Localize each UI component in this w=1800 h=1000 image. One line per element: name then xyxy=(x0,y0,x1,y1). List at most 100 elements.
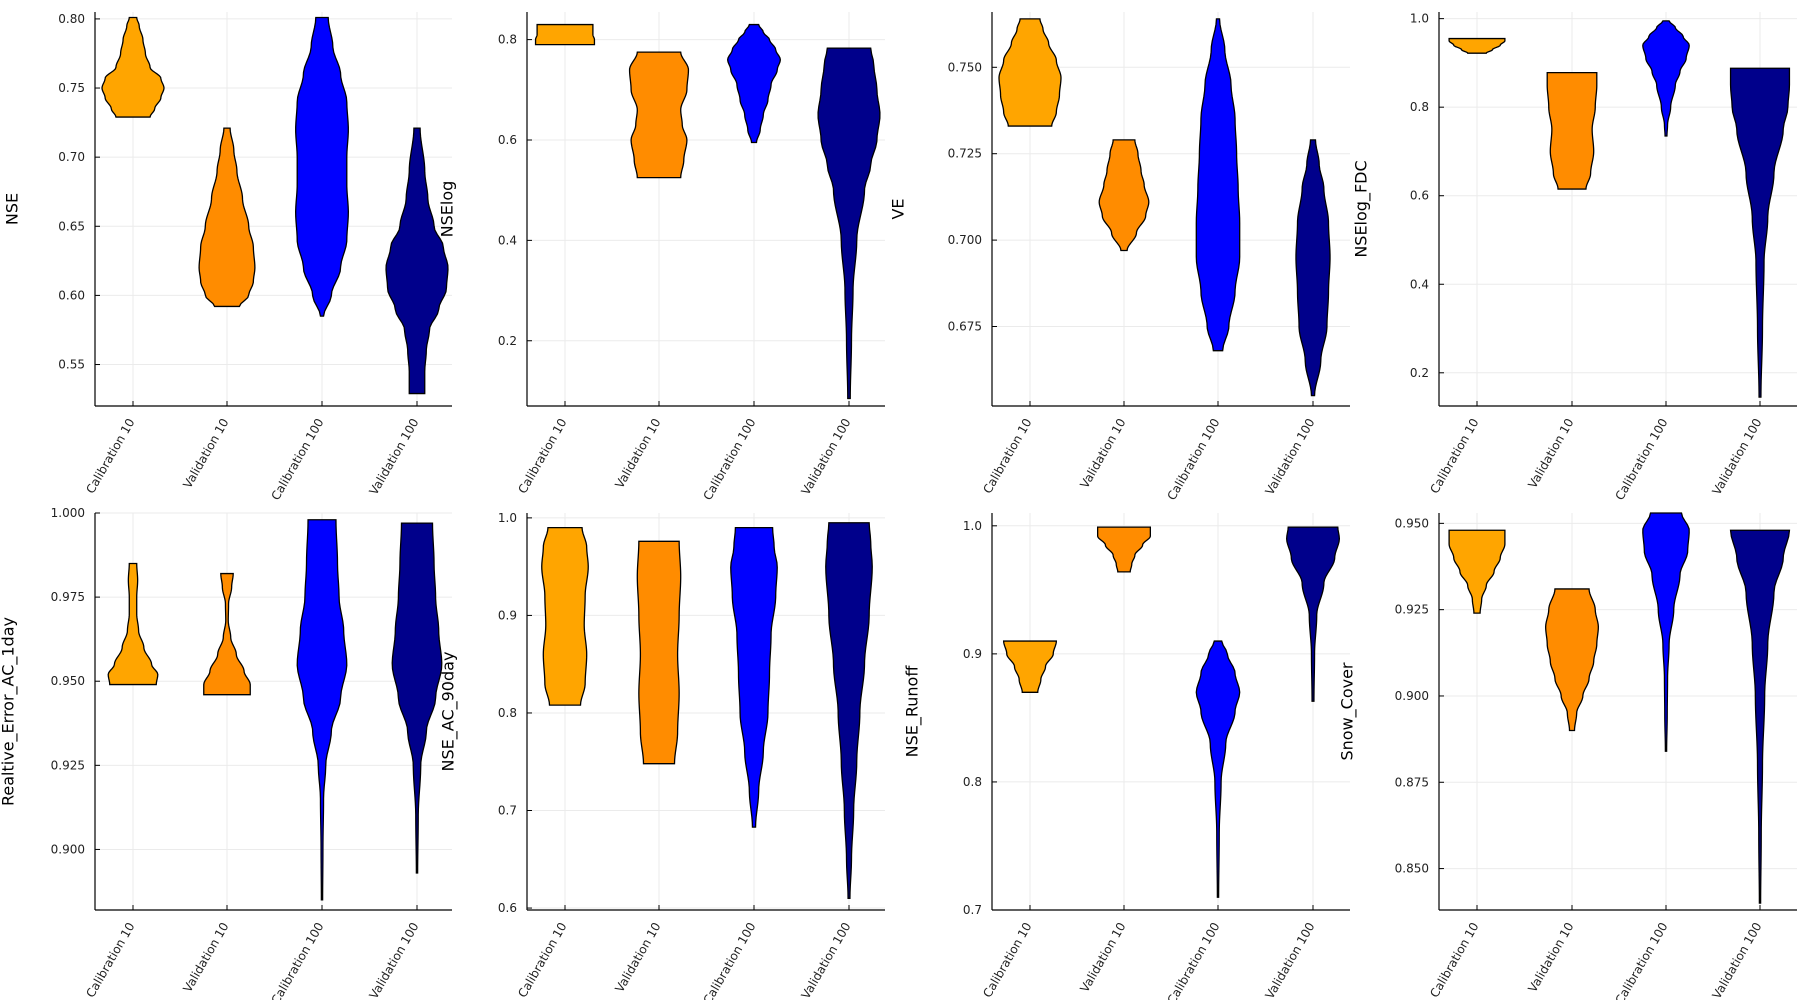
x-tick-label: Calibration 10 xyxy=(83,920,137,1000)
y-tick-label: 0.950 xyxy=(51,674,85,688)
violin-calibration-100 xyxy=(726,23,782,144)
y-tick-label: 0.8 xyxy=(963,775,982,789)
violin-validation-10 xyxy=(628,51,690,179)
y-axis-label: VE xyxy=(889,198,908,219)
x-tick-label: Validation 10 xyxy=(180,416,231,491)
y-tick-label: 0.75 xyxy=(58,81,85,95)
violin-validation-100 xyxy=(825,522,873,899)
y-tick-label: 0.55 xyxy=(58,358,85,372)
y-tick-label: 1.0 xyxy=(1410,12,1429,26)
panel-1: 0.55 0.60 0.65 0.70 0.75 0.80 Calibration 10 Va… xyxy=(3,12,452,503)
y-tick-label: 0.9 xyxy=(963,647,982,661)
violin-validation-10 xyxy=(198,127,256,308)
violin-calibration-10 xyxy=(1448,37,1506,54)
y-tick-label: 0.9 xyxy=(498,608,517,622)
x-tick-label: Validation 100 xyxy=(1709,416,1764,497)
violin-validation-10 xyxy=(1544,588,1600,732)
y-tick-label: 0.850 xyxy=(1395,862,1429,876)
violin-validation-10 xyxy=(636,540,682,765)
y-tick-label: 0.70 xyxy=(58,150,85,164)
x-tick-label: Validation 10 xyxy=(1525,920,1576,995)
x-tick-label: Calibration 100 xyxy=(268,920,326,1000)
y-tick-label: 0.4 xyxy=(498,233,517,247)
y-axis-label: Realtive_Error_AC_1day xyxy=(0,617,19,806)
panel-8: 0.850 0.875 0.900 0.925 0.950 Calibration 10 V… xyxy=(1338,512,1797,1000)
y-tick-label: 1.0 xyxy=(963,519,982,533)
violin-calibration-10 xyxy=(1448,529,1506,614)
y-tick-label: 0.80 xyxy=(58,12,85,26)
y-tick-label: 0.900 xyxy=(1395,689,1429,703)
y-axis-label: NSE_AC_90day xyxy=(439,652,459,772)
y-tick-label: 0.65 xyxy=(58,219,85,233)
y-tick-label: 0.6 xyxy=(498,133,517,147)
y-tick-label: 0.7 xyxy=(498,804,517,818)
y-tick-label: 0.975 xyxy=(51,590,85,604)
panel-7: 0.7 0.8 0.9 1.0 Calibration 10 Validation 10 C… xyxy=(903,513,1350,1000)
y-axis-label: NSElog_FDC xyxy=(1352,160,1372,257)
y-tick-label: 0.700 xyxy=(948,233,982,247)
violin-validation-100 xyxy=(391,522,443,874)
violin-calibration-100 xyxy=(294,16,350,317)
panel-6: 0.6 0.7 0.8 0.9 1.0 Calibration 10 Validation … xyxy=(439,511,885,1000)
x-tick-label: Validation 10 xyxy=(612,920,663,995)
x-tick-label: Calibration 10 xyxy=(980,920,1034,1000)
x-tick-label: Validation 10 xyxy=(1077,920,1128,995)
x-tick-label: Calibration 10 xyxy=(83,416,137,496)
y-tick-label: 0.675 xyxy=(948,320,982,334)
x-tick-label: Validation 10 xyxy=(1077,416,1128,491)
violin-calibration-10 xyxy=(541,526,589,706)
x-tick-label: Calibration 10 xyxy=(515,920,569,1000)
violin-calibration-100 xyxy=(1642,512,1690,752)
x-tick-label: Calibration 10 xyxy=(515,416,569,496)
y-tick-label: 0.60 xyxy=(58,288,85,302)
y-tick-label: 0.6 xyxy=(1410,189,1429,203)
x-tick-label: Calibration 10 xyxy=(1427,416,1481,496)
y-axis-label: NSE_Runoff xyxy=(903,665,923,758)
violin-calibration-100 xyxy=(1195,18,1241,352)
panel-3: 0.675 0.700 0.725 0.750 Calibration 10 Valida… xyxy=(889,12,1350,503)
y-axis-label: Snow_Cover xyxy=(1338,662,1358,760)
y-tick-label: 0.6 xyxy=(498,901,517,915)
violin-validation-100 xyxy=(1729,67,1791,398)
violin-calibration-10 xyxy=(534,23,596,46)
violin-validation-10 xyxy=(203,572,251,696)
y-tick-label: 1.000 xyxy=(51,506,85,520)
panel-4: 0.2 0.4 0.6 0.8 1.0 Calibration 10 Validation … xyxy=(1352,12,1797,503)
y-tick-label: 0.875 xyxy=(1395,775,1429,789)
x-tick-label: Validation 10 xyxy=(1525,416,1576,491)
y-tick-label: 0.725 xyxy=(948,147,982,161)
y-tick-label: 0.750 xyxy=(948,60,982,74)
violin-validation-100 xyxy=(1295,139,1331,397)
y-tick-label: 0.8 xyxy=(498,706,517,720)
x-tick-label: Validation 100 xyxy=(366,416,421,497)
panel-2: 0.2 0.4 0.6 0.8 Calibration 10 Validation 10 C… xyxy=(438,12,885,503)
x-tick-label: Validation 100 xyxy=(1262,920,1317,1000)
violin-validation-100 xyxy=(1729,529,1791,904)
violin-calibration-10 xyxy=(1002,640,1058,693)
x-tick-label: Calibration 100 xyxy=(700,920,758,1000)
y-tick-label: 0.8 xyxy=(1410,100,1429,114)
y-tick-label: 0.8 xyxy=(498,33,517,47)
x-tick-label: Validation 100 xyxy=(798,416,853,497)
panel-5: 0.900 0.925 0.950 0.975 1.000 Calibration 10 V… xyxy=(0,506,452,1000)
x-tick-label: Calibration 10 xyxy=(1427,920,1481,1000)
violin-validation-10 xyxy=(1546,72,1598,190)
violin-calibration-10 xyxy=(107,562,159,686)
x-tick-label: Validation 100 xyxy=(366,920,421,1000)
x-tick-label: Calibration 100 xyxy=(268,416,326,503)
y-tick-label: 1.0 xyxy=(498,511,517,525)
violin-validation-10 xyxy=(1098,139,1150,252)
x-tick-label: Calibration 100 xyxy=(1612,416,1670,503)
y-tick-label: 0.900 xyxy=(51,842,85,856)
violin-validation-100 xyxy=(817,47,881,400)
x-tick-label: Calibration 100 xyxy=(700,416,758,503)
y-tick-label: 0.4 xyxy=(1410,277,1429,291)
violin-validation-10 xyxy=(1097,526,1151,573)
violin-calibration-100 xyxy=(1195,640,1241,898)
violin-calibration-100 xyxy=(296,519,348,901)
violin-calibration-10 xyxy=(101,16,165,118)
x-tick-label: Validation 100 xyxy=(1709,920,1764,1000)
y-axis-label: NSElog xyxy=(438,181,457,238)
violin-validation-100 xyxy=(1285,526,1341,702)
